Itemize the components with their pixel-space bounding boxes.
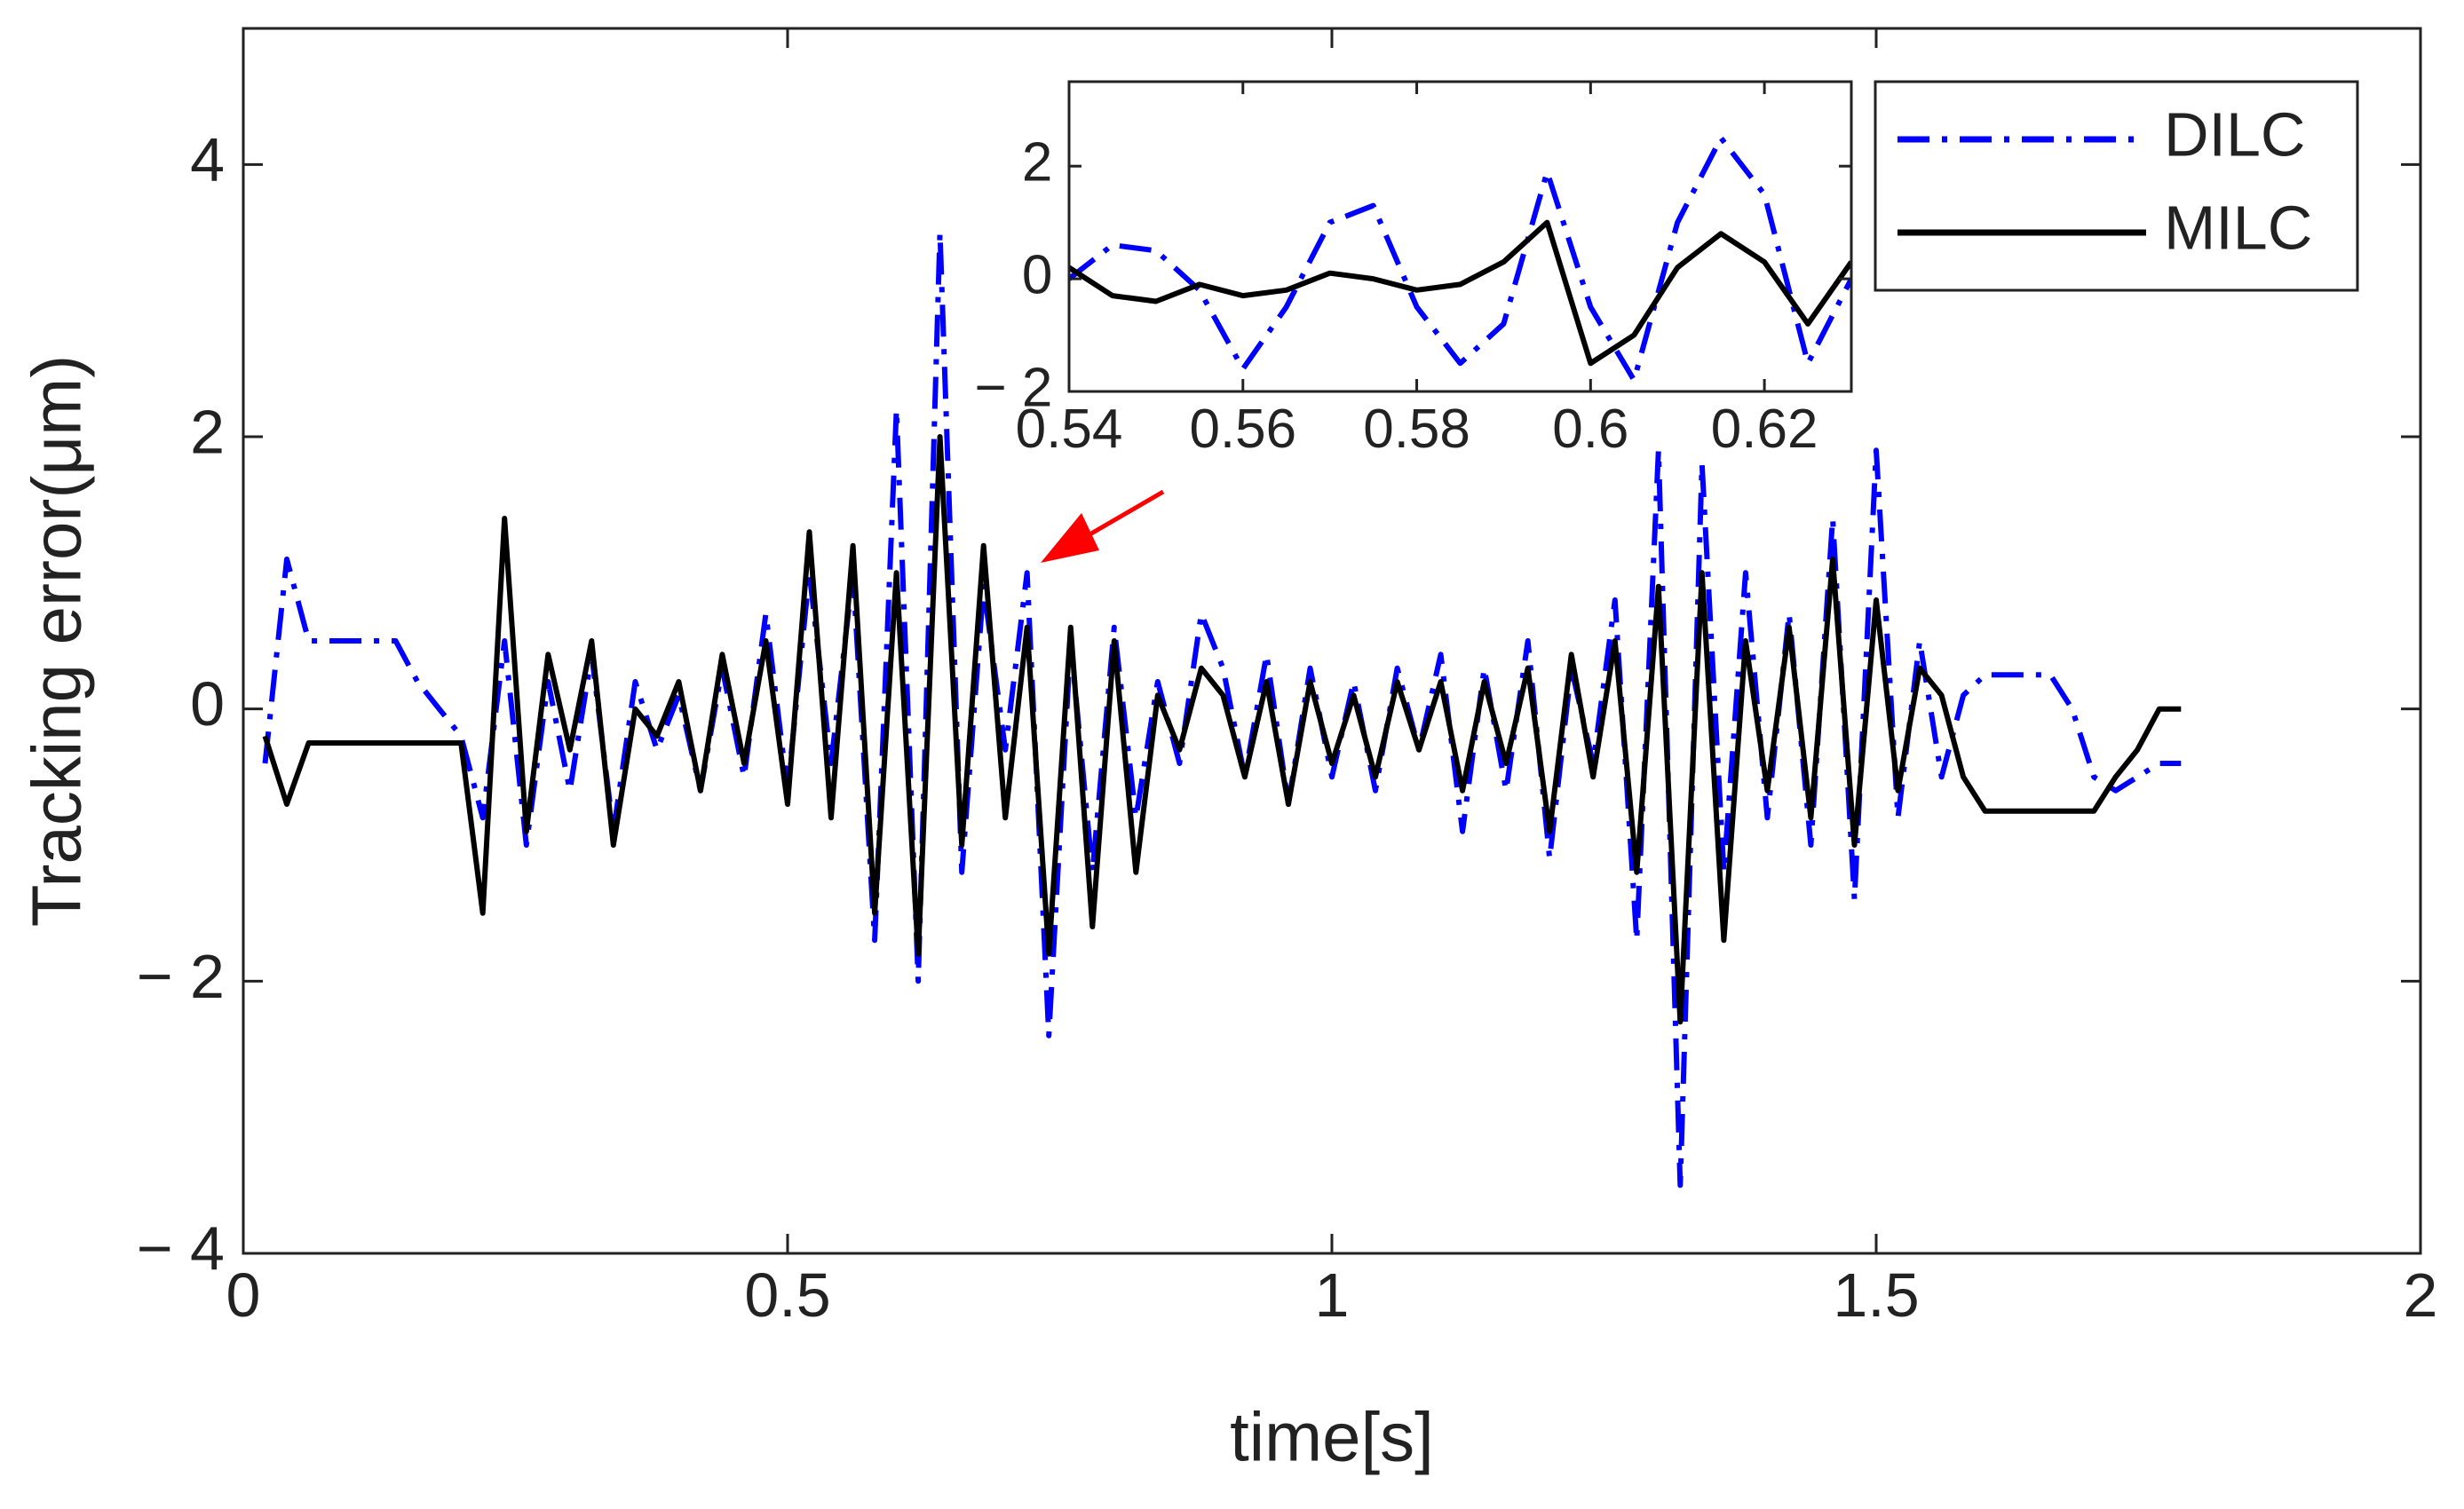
series-line xyxy=(1069,135,1851,383)
x-tick-label: 0.5 xyxy=(744,1260,830,1330)
y-axis-label: Tracking error(μm) xyxy=(18,355,96,927)
x-tick-label: 1.5 xyxy=(1833,1260,1919,1330)
x-tick-label: 2 xyxy=(2404,1260,2438,1330)
annotation-arrow xyxy=(1041,489,1165,563)
y-tick-label: − 2 xyxy=(137,942,225,1011)
inset-chart: 0.54 0.56 0.58 0.6 0.62 − 2 0 2 xyxy=(974,80,1853,460)
legend-label: DILC xyxy=(2164,99,2305,169)
x-tick-label: 1 xyxy=(1315,1260,1350,1330)
arrow-head xyxy=(1041,513,1099,563)
x-tick-label: 0.56 xyxy=(1189,399,1296,460)
y-tick-label: 0 xyxy=(190,669,225,739)
y-tick-label: 2 xyxy=(190,397,225,466)
axes-box xyxy=(1067,80,1853,393)
x-tick-label: 0.54 xyxy=(1016,399,1123,460)
x-axis-label: time[s] xyxy=(1230,1398,1434,1476)
legend-box xyxy=(1874,80,2359,292)
x-tick-label: 0 xyxy=(226,1260,261,1330)
y-tick-label: − 4 xyxy=(137,1213,225,1283)
legend-label: MILC xyxy=(2164,193,2312,262)
x-tick-label: 0.6 xyxy=(1552,399,1628,460)
series-line xyxy=(262,434,2182,1025)
series-group xyxy=(262,230,2182,1189)
plot-area xyxy=(1069,82,1851,391)
y-tick-label: − 2 xyxy=(974,357,1052,418)
x-tick-label: 0.62 xyxy=(1711,399,1818,460)
y-tick-label: 4 xyxy=(190,125,225,194)
legend: DILC MILC xyxy=(1874,80,2359,292)
y-tick-label: 0 xyxy=(1022,244,1052,305)
x-tick-label: 0.58 xyxy=(1363,399,1470,460)
series-group xyxy=(1069,135,1851,383)
y-tick-label: 2 xyxy=(1022,132,1052,194)
series-line xyxy=(1069,219,1851,367)
